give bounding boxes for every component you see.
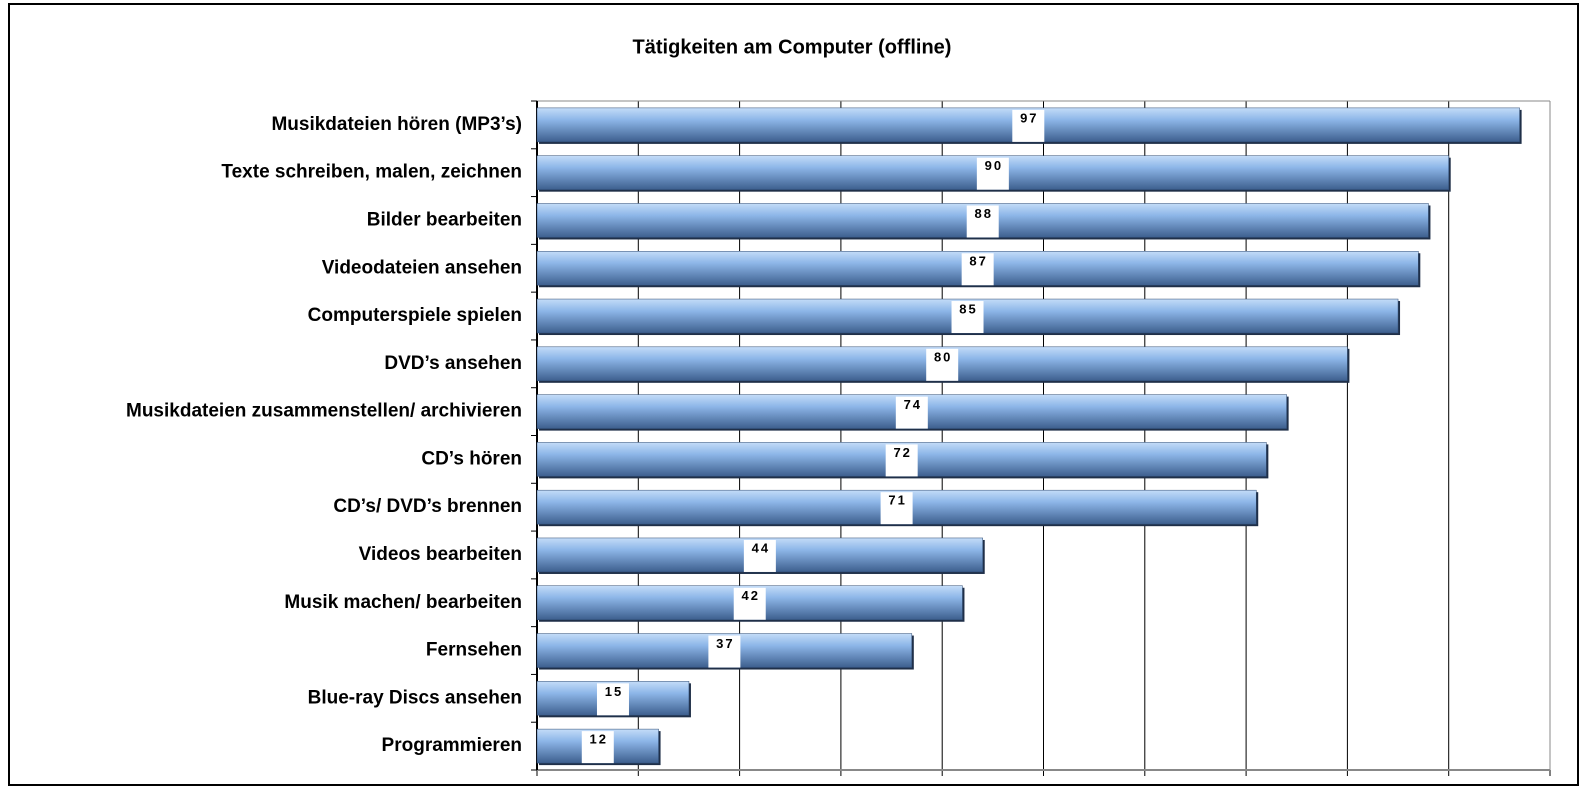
value-label-box <box>596 683 629 716</box>
y-tick-label: Videos bearbeiten <box>359 544 522 565</box>
value-label: 97 <box>1020 110 1038 125</box>
y-tick-label: Videodateien ansehen <box>322 257 522 278</box>
y-tick-label: Programmieren <box>382 735 522 756</box>
value-label-box <box>976 157 1009 190</box>
y-tick-label: Blue-ray Discs ansehen <box>308 687 522 708</box>
value-label-box <box>708 635 741 668</box>
value-label-box <box>885 444 918 477</box>
value-label-box <box>961 253 994 286</box>
y-tick-label: CD’s hören <box>421 448 522 469</box>
value-label: 15 <box>605 684 623 699</box>
value-label-box <box>880 492 913 525</box>
value-label-box <box>733 587 766 620</box>
y-tick-label: Computerspiele spielen <box>308 305 522 326</box>
value-label-box <box>743 539 776 572</box>
value-label: 42 <box>741 588 759 603</box>
value-label-box <box>951 301 984 334</box>
value-label: 71 <box>888 493 906 508</box>
y-tick-label: Bilder bearbeiten <box>367 209 522 230</box>
y-tick-label: Musik machen/ bearbeiten <box>284 592 522 613</box>
y-tick-label: Texte schreiben, malen, zeichnen <box>221 162 522 183</box>
value-label-box <box>966 205 999 238</box>
value-label: 74 <box>904 397 922 412</box>
value-label-box <box>581 731 614 764</box>
value-label: 44 <box>752 540 770 555</box>
y-tick-label: DVD’s ansehen <box>384 353 522 374</box>
y-tick-label: Musikdateien hören (MP3’s) <box>271 114 522 135</box>
value-label: 37 <box>716 636 734 651</box>
value-label: 80 <box>934 349 952 364</box>
y-tick-label: Musikdateien zusammenstellen/ archiviere… <box>126 401 522 422</box>
value-label: 85 <box>959 301 977 316</box>
chart-title: Tätigkeiten am Computer (offline) <box>633 36 952 58</box>
y-tick-label: Fernsehen <box>426 640 522 661</box>
value-label-box <box>926 348 959 381</box>
value-label: 87 <box>969 254 987 269</box>
value-label: 90 <box>985 158 1003 173</box>
value-label-box <box>895 396 928 429</box>
value-label: 88 <box>974 206 992 221</box>
value-label-box <box>1012 109 1045 142</box>
value-label: 12 <box>590 732 608 747</box>
value-label: 72 <box>893 445 911 460</box>
y-tick-label: CD’s/ DVD’s brennen <box>333 496 522 517</box>
